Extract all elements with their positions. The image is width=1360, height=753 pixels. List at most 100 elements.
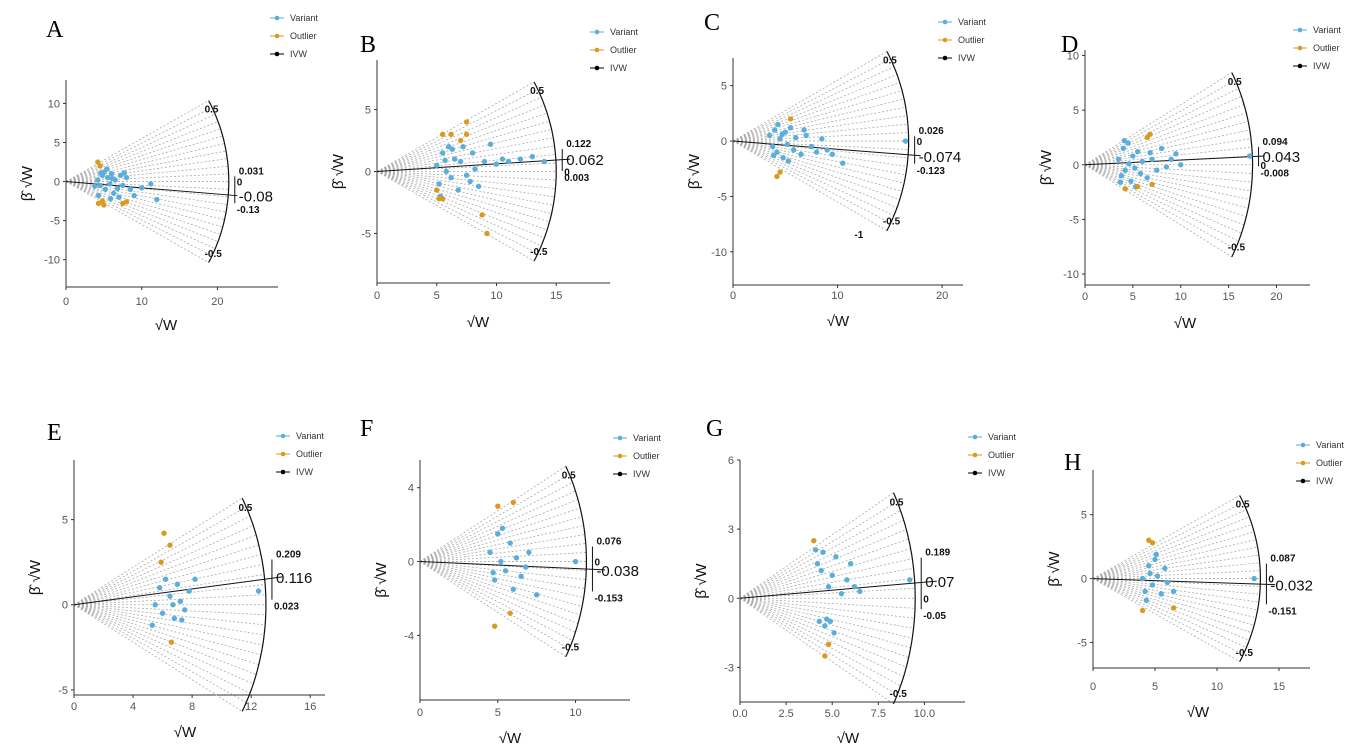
legend: Variant Outlier IVW — [1293, 25, 1341, 71]
funnel-ray — [73, 604, 257, 675]
funnel-ray — [732, 132, 909, 142]
outlier-point — [822, 653, 828, 659]
variant-point — [1147, 150, 1153, 156]
variant-point — [162, 576, 169, 582]
variant-point — [1153, 551, 1159, 558]
ivw-line — [419, 561, 606, 571]
variant-point — [1117, 179, 1124, 185]
variant-point — [1146, 563, 1152, 569]
funnel-ray — [65, 181, 221, 235]
arc-label: 0.5 — [238, 503, 252, 514]
y-tick-label: 0 — [721, 136, 727, 148]
y-tick-label: 0 — [408, 557, 414, 569]
variant-point — [857, 588, 863, 595]
funnel-ray — [732, 140, 906, 176]
funnel-ray — [739, 510, 901, 599]
funnel-ray — [376, 171, 535, 262]
x-axis-title: √W — [467, 314, 490, 331]
panel-b: B Variant Outlier IVW 0 5 10 15 -5 0 5 √W β̂ √W 0.5 -0… — [330, 27, 638, 331]
outlier-point — [1170, 605, 1177, 611]
arc-label: -0.5 — [205, 249, 223, 260]
variant-point — [1143, 597, 1150, 603]
arc-label: 0.5 — [883, 56, 897, 67]
variant-point — [154, 196, 160, 203]
variant-point — [513, 555, 520, 561]
funnel-ray — [1084, 129, 1250, 166]
funnel-ray — [65, 181, 229, 198]
funnel-ray — [1084, 138, 1252, 166]
funnel-ray — [65, 181, 228, 205]
funnel-ray — [1084, 72, 1233, 166]
outlier-point — [457, 137, 464, 144]
legend: Variant Outlier IVW — [590, 27, 638, 73]
panel-letter: B — [360, 32, 376, 58]
funnel-ray — [739, 597, 914, 629]
ivw-estimate-label: 0.116 — [276, 570, 312, 587]
legend-key-dot — [617, 453, 623, 459]
legend: Variant Outlier IVW — [938, 17, 986, 63]
funnel-ray — [1084, 79, 1236, 166]
outlier-point — [161, 530, 167, 536]
variant-point — [510, 586, 517, 592]
y-tick-label: -5 — [1077, 637, 1087, 649]
x-tick-label: 12 — [245, 701, 257, 713]
legend-label: Variant — [958, 17, 986, 27]
variant-point — [793, 135, 799, 141]
funnel-ray — [65, 158, 228, 182]
variant-point — [1122, 167, 1128, 173]
funnel-ray — [739, 538, 909, 599]
variant-point — [529, 153, 536, 160]
x-tick-label: 20 — [211, 296, 223, 308]
variant-point — [812, 547, 819, 553]
funnel-ray — [732, 90, 903, 142]
y-tick-label: -3 — [724, 662, 734, 674]
outlier-point — [1149, 181, 1155, 188]
funnel-ray — [739, 577, 915, 599]
variant-point — [851, 584, 858, 590]
legend-label: Variant — [988, 432, 1016, 442]
outlier-point — [99, 198, 106, 204]
legend-label: Variant — [633, 433, 661, 443]
ci-lower-label: -0.008 — [1261, 168, 1290, 179]
funnel-ray — [419, 561, 573, 641]
variant-point — [1115, 156, 1122, 163]
variant-point — [1251, 575, 1257, 582]
y-tick-label: 0 — [1073, 160, 1079, 172]
legend-label: Variant — [296, 431, 324, 441]
variant-point — [171, 615, 178, 622]
funnel-ray — [1092, 546, 1258, 579]
funnel-ray — [739, 597, 901, 687]
funnel-ray — [73, 515, 251, 606]
variant-point — [177, 598, 184, 605]
variant-point — [499, 156, 506, 162]
variant-point — [517, 156, 524, 162]
legend-key-dot — [280, 469, 286, 475]
variant-point — [833, 554, 839, 560]
funnel-ray — [419, 474, 570, 562]
legend: Variant Outlier IVW — [1296, 440, 1344, 486]
variant-point — [572, 558, 579, 565]
arc-label: -0.5 — [1228, 243, 1246, 254]
funnel-ray — [376, 171, 555, 198]
variant-point — [1154, 573, 1161, 579]
funnel-ray — [732, 140, 908, 159]
arc-label: -1 — [854, 230, 863, 241]
variant-point — [820, 549, 826, 555]
funnel-ray — [419, 561, 570, 650]
variant-point — [770, 143, 776, 150]
funnel-ray — [73, 604, 254, 685]
funnel-ray — [73, 604, 266, 626]
x-tick-label: 10 — [831, 290, 843, 302]
legend-label: IVW — [1316, 476, 1334, 486]
funnel-ray — [73, 604, 247, 703]
x-tick-label: 0 — [71, 701, 77, 713]
x-tick-label: 10 — [1175, 291, 1187, 303]
outlier-point — [811, 537, 817, 544]
y-tick-label: -5 — [58, 685, 68, 697]
y-tick-label: 0 — [54, 177, 60, 189]
arc-label: 0 — [1261, 161, 1267, 172]
outlier-point — [491, 623, 498, 629]
funnel-ray — [65, 107, 213, 182]
variant-point — [455, 187, 461, 193]
x-tick-label: 8 — [189, 701, 195, 713]
